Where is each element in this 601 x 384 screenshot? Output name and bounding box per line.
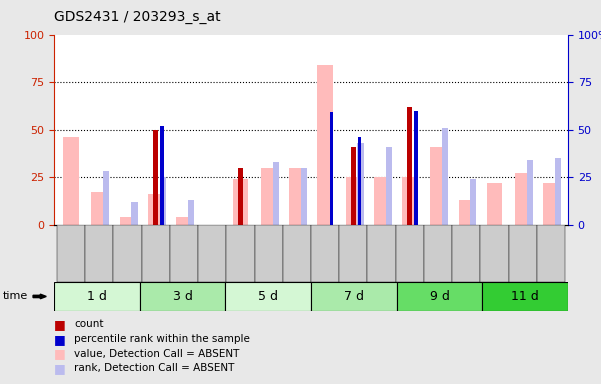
Bar — [283, 225, 311, 282]
Bar — [330, 113, 333, 225]
Bar — [311, 225, 339, 282]
Bar — [543, 183, 559, 225]
Bar — [103, 171, 109, 225]
Bar — [515, 173, 531, 225]
Text: 5 d: 5 d — [258, 290, 278, 303]
Bar — [311, 282, 397, 311]
Bar — [289, 168, 305, 225]
Bar — [482, 282, 568, 311]
Bar — [227, 225, 255, 282]
Bar — [414, 111, 418, 225]
Text: ■: ■ — [54, 333, 66, 346]
Text: 7 d: 7 d — [344, 290, 364, 303]
Bar — [160, 177, 166, 225]
Bar — [198, 225, 227, 282]
Text: rank, Detection Call = ABSENT: rank, Detection Call = ABSENT — [74, 363, 234, 373]
Bar — [395, 225, 424, 282]
Bar — [225, 282, 311, 311]
Bar — [358, 143, 364, 225]
Bar — [317, 65, 333, 225]
Text: 3 d: 3 d — [172, 290, 192, 303]
Bar — [430, 147, 446, 225]
Bar — [537, 225, 565, 282]
Text: ■: ■ — [54, 362, 66, 375]
Bar — [452, 225, 480, 282]
Bar — [339, 225, 367, 282]
Text: value, Detection Call = ABSENT: value, Detection Call = ABSENT — [74, 349, 239, 359]
Bar — [407, 107, 412, 225]
Bar — [273, 162, 279, 225]
Bar — [120, 217, 135, 225]
Bar — [346, 177, 361, 225]
Bar — [170, 225, 198, 282]
Bar — [351, 147, 356, 225]
Text: count: count — [74, 319, 103, 329]
Bar — [487, 183, 502, 225]
Bar — [132, 202, 138, 225]
Text: time: time — [3, 291, 28, 301]
Bar — [188, 200, 194, 225]
Bar — [255, 225, 283, 282]
Text: 11 d: 11 d — [511, 290, 539, 303]
Bar — [160, 126, 163, 225]
Text: percentile rank within the sample: percentile rank within the sample — [74, 334, 250, 344]
Bar — [480, 225, 508, 282]
Bar — [114, 225, 142, 282]
Bar — [402, 177, 418, 225]
Bar — [508, 225, 537, 282]
Bar — [57, 225, 85, 282]
Bar — [301, 168, 307, 225]
Bar — [459, 200, 474, 225]
Bar — [233, 179, 248, 225]
Text: ■: ■ — [54, 318, 66, 331]
Bar — [442, 128, 448, 225]
Bar — [374, 177, 389, 225]
Bar — [91, 192, 107, 225]
Text: 9 d: 9 d — [430, 290, 450, 303]
Bar — [386, 147, 392, 225]
Bar — [139, 282, 225, 311]
Bar — [397, 282, 482, 311]
Bar — [153, 130, 158, 225]
Text: GDS2431 / 203293_s_at: GDS2431 / 203293_s_at — [54, 10, 221, 23]
Text: 1 d: 1 d — [87, 290, 107, 303]
Bar — [54, 282, 139, 311]
Bar — [85, 225, 114, 282]
Bar — [63, 137, 79, 225]
Bar — [526, 160, 533, 225]
Bar — [176, 217, 192, 225]
Bar — [142, 225, 170, 282]
Bar — [358, 137, 361, 225]
Bar — [555, 158, 561, 225]
Bar — [367, 225, 395, 282]
Bar — [238, 168, 243, 225]
Bar — [148, 194, 163, 225]
Bar — [424, 225, 452, 282]
Bar — [470, 179, 477, 225]
Bar — [261, 168, 276, 225]
Text: ■: ■ — [54, 347, 66, 360]
